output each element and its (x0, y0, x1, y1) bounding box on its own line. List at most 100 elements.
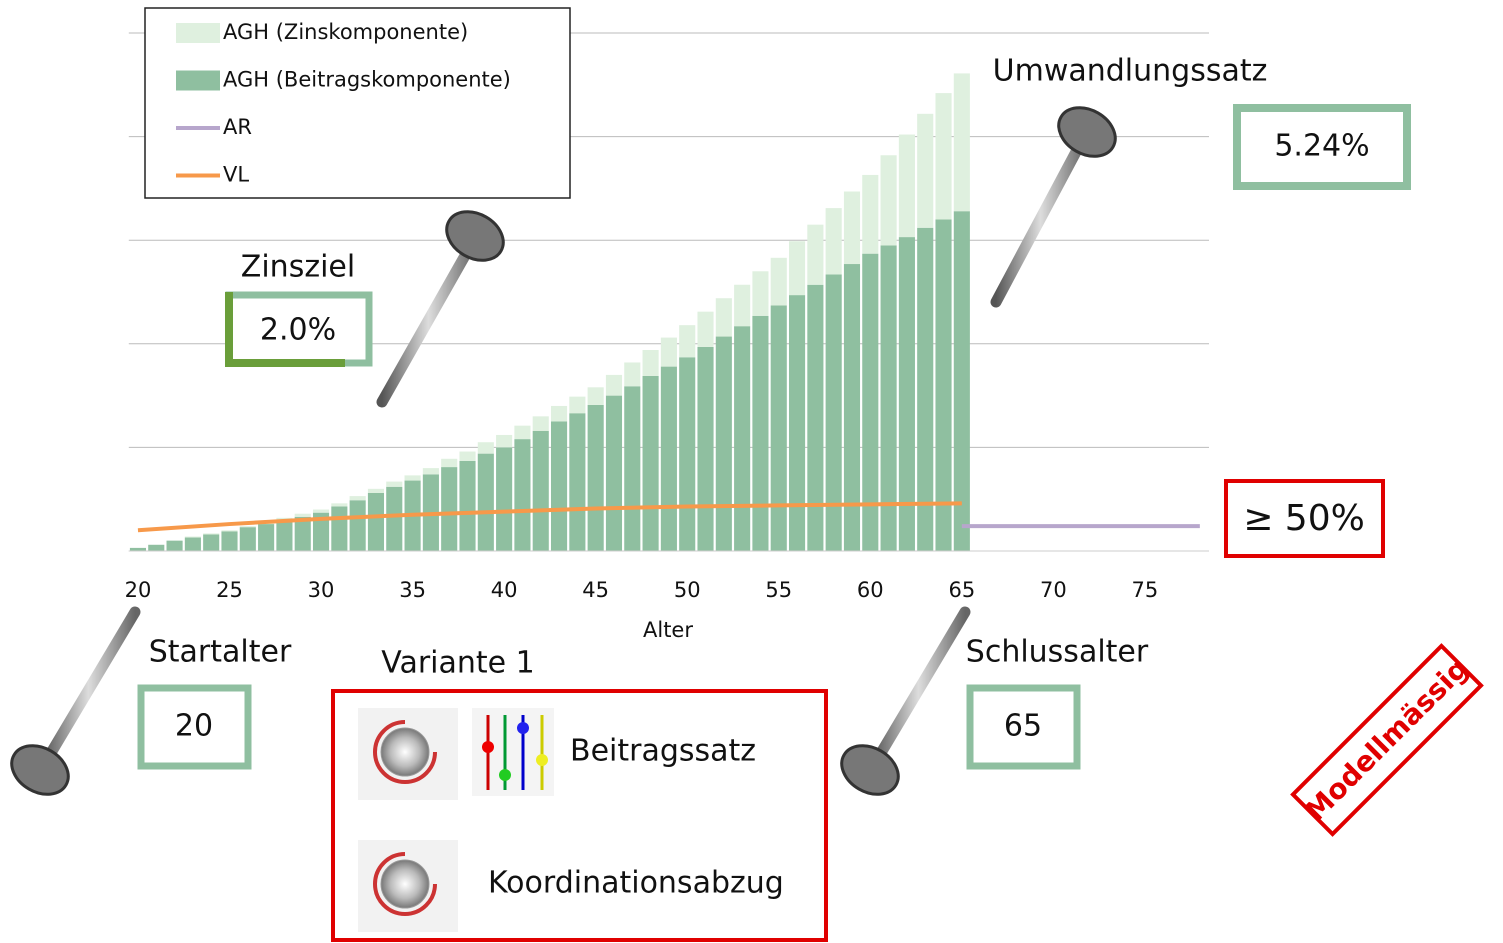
bar-segment (880, 155, 897, 246)
bar-segment (367, 492, 385, 551)
x-tick-label: 60 (857, 578, 884, 602)
bar-segment (514, 425, 531, 440)
bar-segment (459, 460, 476, 551)
bar-segment (752, 271, 769, 316)
variant-item: Beitragssatz (570, 734, 756, 769)
bar-segment (221, 531, 238, 551)
bar-segment (770, 305, 787, 551)
bar-segment (550, 405, 568, 422)
bar-segment (203, 534, 220, 551)
bar-segment (349, 496, 366, 501)
legend-label: AGH (Beitragskomponente) (223, 68, 511, 92)
end-age-label: Schlussalter (966, 635, 1149, 670)
bar-segment (935, 93, 952, 220)
bar-segment (715, 298, 732, 337)
bar-segment (386, 481, 403, 487)
plot-area: 20 25 30 35 40 45 50 55 60 65 70 75 Alter (125, 32, 1209, 642)
interest-target-accent (225, 292, 345, 367)
bar-segment (514, 439, 531, 551)
bar-segment (569, 396, 586, 414)
bar-segment (477, 453, 494, 551)
bar-segment (276, 519, 293, 551)
bar-segment (605, 374, 623, 396)
bar-segment (697, 311, 714, 347)
bar-segment (624, 386, 641, 551)
bar-segment (917, 113, 934, 228)
bar-segment (898, 237, 915, 552)
bar-segment (331, 503, 348, 507)
bar-segment (660, 337, 677, 367)
bar-segment (734, 284, 751, 327)
threshold-box (1224, 479, 1385, 558)
bar-segment (587, 404, 604, 551)
bar-segment (258, 524, 275, 551)
legend-label: AR (223, 115, 252, 139)
bar-segment (679, 325, 696, 358)
bar-segment (312, 512, 330, 551)
bar-segment (550, 421, 568, 551)
bar-segment (660, 366, 677, 551)
line-series (137, 501, 962, 533)
bar-segment (679, 357, 696, 551)
bar-segment (789, 241, 806, 296)
bar-segment (477, 442, 494, 454)
bar-segment (459, 451, 476, 461)
bar-segment (843, 191, 861, 265)
bar-segment (752, 315, 769, 551)
x-tick-label: 65 (948, 578, 975, 602)
interest-target-label: Zinsziel (241, 250, 355, 285)
x-tick-label: 20 (125, 578, 152, 602)
bar-segment (532, 416, 549, 431)
bar-segment (953, 73, 970, 212)
nail (376, 210, 505, 408)
slider-icon (472, 708, 554, 796)
bar-segment (917, 227, 934, 551)
bar-segment (880, 245, 897, 551)
bar-segment (422, 468, 439, 475)
x-tick-label: 25 (216, 578, 243, 602)
bar-segment (587, 387, 604, 405)
bar-segment (697, 346, 714, 551)
bar-segment (349, 500, 366, 551)
conversion-label: Umwandlungssatz (993, 54, 1268, 89)
bar-segment (862, 253, 879, 551)
bar-segment (203, 533, 220, 535)
nail (10, 606, 141, 796)
legend-swatch (176, 23, 220, 43)
bar-segment (148, 544, 165, 551)
bar-segment (532, 430, 549, 551)
bar-segment (953, 211, 970, 551)
bar-segment (367, 488, 385, 493)
legend: AGH (Zinskomponente) AGH (Beitragskompone… (144, 7, 571, 199)
bar-segment (331, 506, 348, 551)
bar-segment (496, 434, 513, 448)
bar-segment (276, 517, 293, 520)
x-tick-label: 45 (582, 578, 609, 602)
bar-segment (569, 413, 586, 551)
end-age-box (966, 684, 1081, 770)
bar-segment (807, 284, 824, 551)
bar-segment (166, 540, 183, 551)
nail (840, 606, 971, 796)
bar-segment (129, 547, 147, 551)
bar-segment (441, 458, 458, 468)
bar-segment (221, 530, 238, 532)
bar-segment (843, 264, 861, 551)
x-tick-label: 75 (1132, 578, 1159, 602)
threshold-value: ≥ 50% (1243, 498, 1365, 539)
legend-label: AGH (Zinskomponente) (223, 20, 468, 44)
bar-segment (496, 447, 513, 551)
legend-swatch (176, 70, 220, 91)
knob-icon (358, 708, 458, 800)
x-tick-label: 70 (1040, 578, 1067, 602)
bar-segment (770, 257, 787, 306)
bar-segment (441, 467, 458, 551)
stamp-text: Modellmässig (1298, 651, 1474, 827)
x-tick-label: 50 (674, 578, 701, 602)
x-axis-label: Alter (643, 618, 693, 642)
bar-segment (825, 208, 842, 275)
bar-segment (935, 219, 952, 552)
interest-target-value: 2.0% (260, 313, 336, 348)
bar-segment (184, 537, 201, 551)
x-tick-label: 55 (765, 578, 792, 602)
